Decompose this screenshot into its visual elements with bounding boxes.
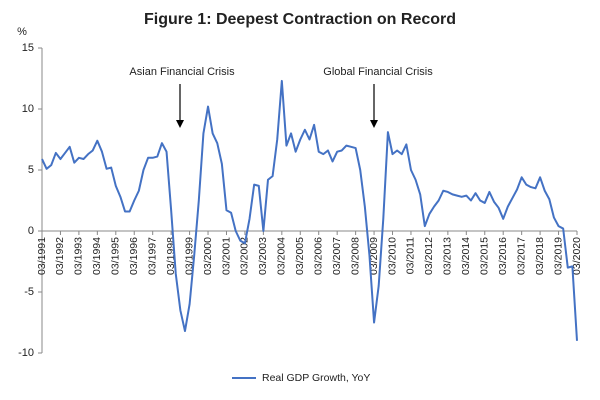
x-tick-label: 03/2002	[239, 237, 251, 275]
x-tick-label: 03/2006	[313, 237, 325, 275]
arrow	[176, 84, 184, 128]
x-tick-label: 03/1995	[110, 237, 122, 275]
legend-label: Real GDP Growth, YoY	[262, 372, 370, 384]
x-tick-label: 03/2016	[497, 237, 509, 275]
x-tick-label: 03/2012	[423, 237, 435, 275]
x-tick-label: 03/2005	[294, 237, 306, 275]
x-tick-label: 03/2000	[202, 237, 214, 275]
y-unit: %	[17, 26, 27, 38]
x-tick-label: 03/1991	[36, 237, 48, 275]
x-tick-label: 03/2007	[331, 237, 343, 275]
x-tick-label: 03/1996	[128, 237, 140, 275]
chart-title: Figure 1: Deepest Contraction on Record	[144, 11, 456, 28]
x-tick-label: 03/2013	[442, 237, 454, 275]
line	[41, 79, 578, 341]
arrow	[370, 84, 378, 128]
x-tick-label: 03/2003	[257, 237, 269, 275]
x-tick-label: 03/2019	[552, 237, 564, 275]
y-tick-label: 15	[22, 42, 34, 54]
y-tick-label: 10	[22, 103, 34, 115]
x-tick-label: 03/1994	[91, 237, 103, 275]
y-tick-label: 0	[28, 225, 34, 237]
x-tick-label: 03/2017	[515, 237, 527, 275]
y-tick-label: -10	[18, 347, 34, 359]
x-tick-label: 03/2018	[534, 237, 546, 275]
annotation: Asian Financial Crisis	[129, 66, 235, 78]
x-tick-label: 03/2015	[479, 237, 491, 275]
x-tick-label: 03/2010	[386, 237, 398, 275]
x-tick-label: 03/2020	[571, 237, 583, 275]
x-tick-label: 03/2008	[349, 237, 361, 275]
annotation: Global Financial Crisis	[323, 66, 433, 78]
x-tick-label: 03/1993	[73, 237, 85, 275]
y-tick-label: 5	[28, 164, 34, 176]
x-tick-label: 03/2011	[405, 237, 417, 274]
x-tick-label: 03/2004	[276, 237, 288, 275]
x-tick-label: 03/2014	[460, 237, 472, 275]
x-tick-label: 03/1997	[146, 237, 158, 275]
x-tick-label: 03/2001	[220, 237, 232, 275]
x-tick-label: 03/1992	[54, 237, 66, 275]
y-tick-label: -5	[24, 286, 34, 298]
